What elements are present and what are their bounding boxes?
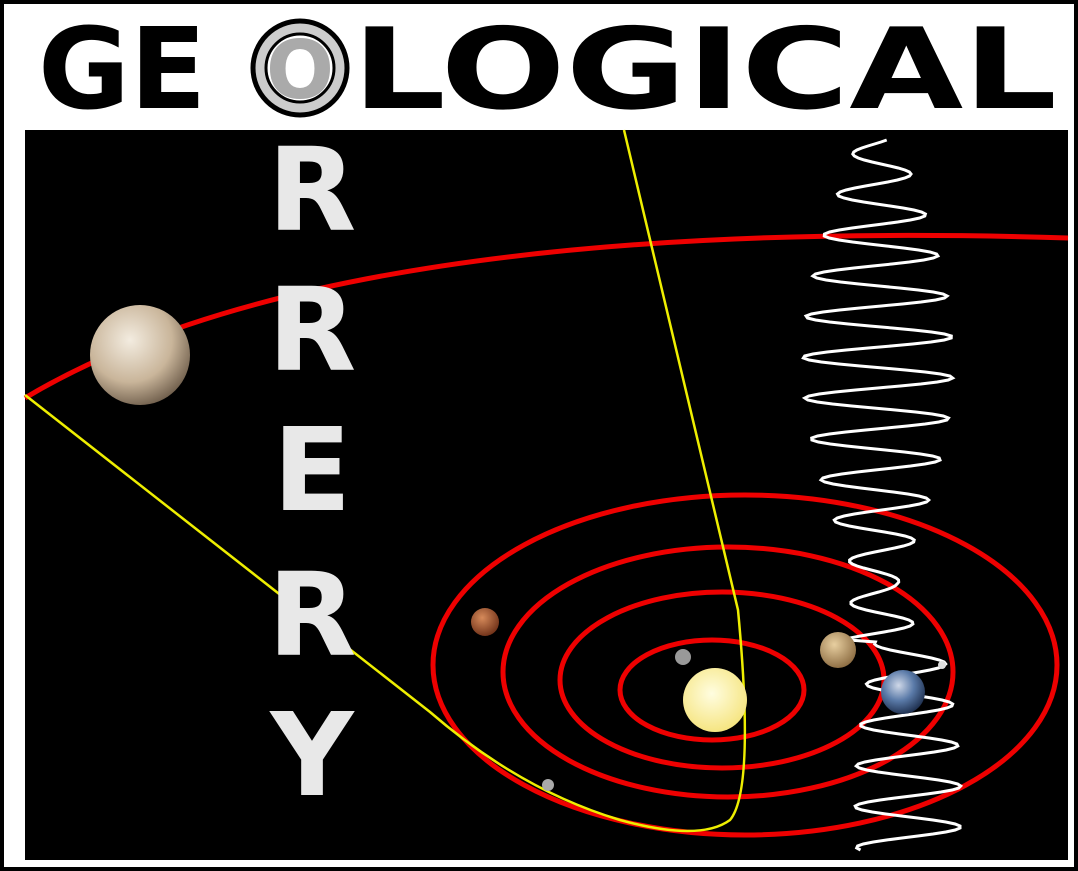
- title-ring-letter: O: [266, 24, 334, 117]
- title-end: LOGICAL: [352, 5, 1057, 135]
- vertical-letter: R: [268, 264, 357, 398]
- jupiter: [90, 305, 190, 405]
- comet: [542, 779, 554, 791]
- sun: [683, 668, 747, 732]
- title-start: GE: [38, 5, 206, 135]
- vertical-letter: Y: [268, 689, 355, 823]
- mars: [471, 608, 499, 636]
- moon: [938, 661, 946, 669]
- vertical-letter: R: [268, 124, 357, 258]
- mercury: [675, 649, 691, 665]
- vertical-letter: R: [268, 549, 357, 683]
- earth: [881, 670, 925, 714]
- vertical-letter: E: [273, 404, 352, 538]
- venus: [820, 632, 856, 668]
- logo: GE O LOGICAL RRERY: [0, 0, 1078, 871]
